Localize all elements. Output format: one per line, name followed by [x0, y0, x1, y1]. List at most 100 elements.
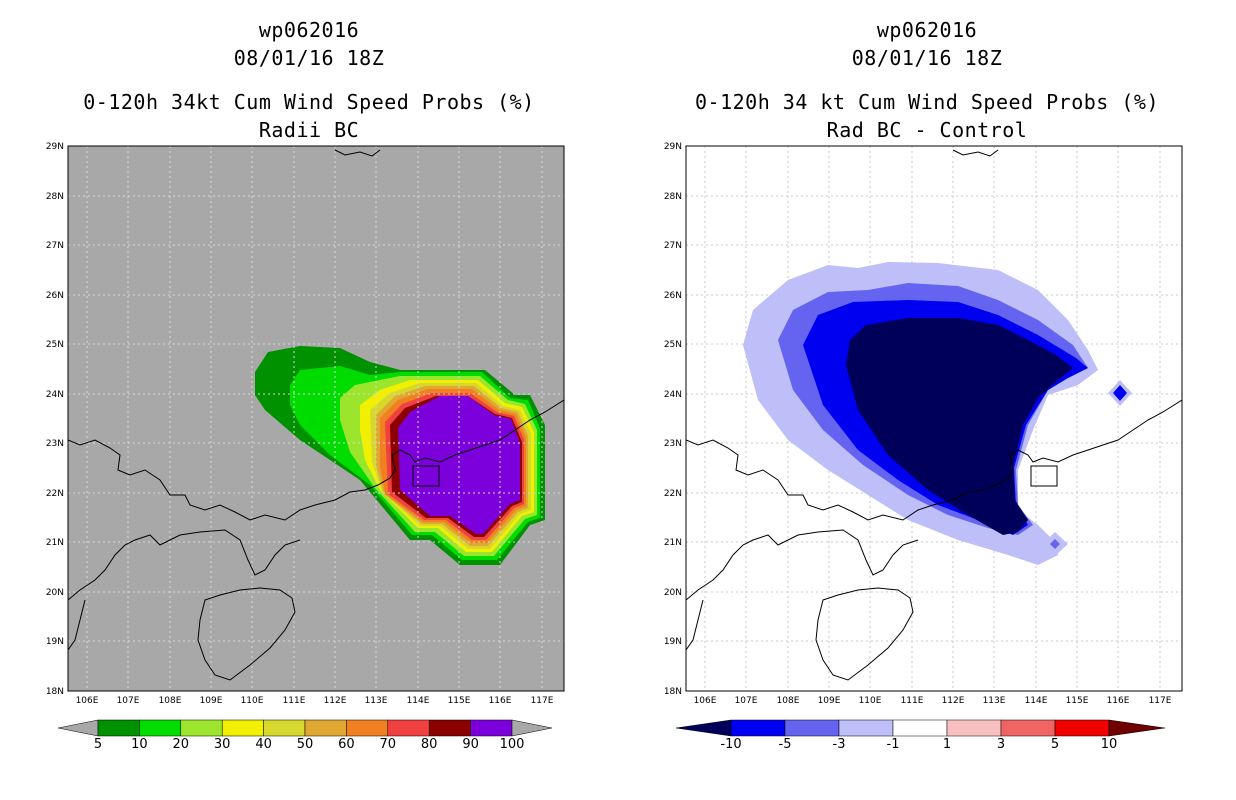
left-cbar-label: 40 [255, 737, 272, 752]
svg-text:108E: 108E [159, 696, 182, 706]
svg-text:110E: 110E [241, 696, 264, 706]
svg-text:117E: 117E [1149, 696, 1172, 706]
svg-text:24N: 24N [46, 390, 64, 400]
svg-text:115E: 115E [1066, 696, 1089, 706]
right-colorbar-swatch [730, 719, 786, 737]
right-subtitle: Rad BC - Control [826, 118, 1028, 142]
right-lon-labels: 106E 107E 108E 109E 110E 111E 112E 113E … [694, 696, 1172, 706]
left-colorbar-swatch [387, 719, 430, 737]
left-lon-labels: 106E 107E 108E 109E 110E 111E 112E 113E … [76, 696, 554, 706]
svg-text:117E: 117E [531, 696, 554, 706]
left-map-panel: wp062016 08/01/16 18Z 0-120h 34kt Cum Wi… [46, 18, 565, 752]
right-cbar-label: -5 [778, 737, 792, 752]
right-colorbar-swatch [1054, 719, 1110, 737]
diff-blob-east-core [1113, 385, 1127, 401]
left-datetime: 08/01/16 18Z [233, 46, 385, 70]
svg-text:107E: 107E [735, 696, 758, 706]
svg-text:23N: 23N [46, 439, 64, 449]
right-colorbar-over-arrow [1108, 719, 1166, 737]
right-cbar-label: -10 [720, 737, 742, 752]
svg-text:114E: 114E [1025, 696, 1048, 706]
svg-text:110E: 110E [859, 696, 882, 706]
svg-text:28N: 28N [664, 192, 682, 202]
left-lat-labels: 29N 28N 27N 26N 25N 24N 23N 22N 21N 20N … [46, 142, 64, 697]
left-colorbar-under-arrow [57, 719, 99, 737]
right-colorbar-swatch [784, 719, 840, 737]
svg-text:21N: 21N [46, 538, 64, 548]
svg-text:116E: 116E [1107, 696, 1130, 706]
svg-text:26N: 26N [46, 291, 64, 301]
svg-text:111E: 111E [901, 696, 924, 706]
left-gridlines [68, 146, 564, 691]
left-colorbar-swatch [428, 719, 471, 737]
svg-text:29N: 29N [46, 142, 64, 152]
svg-text:22N: 22N [664, 489, 682, 499]
svg-text:19N: 19N [46, 637, 64, 647]
left-cbar-label: 20 [172, 737, 190, 752]
right-cbar-label: 1 [942, 737, 952, 752]
svg-text:112E: 112E [942, 696, 965, 706]
svg-text:114E: 114E [407, 696, 430, 706]
left-map: 29N 28N 27N 26N 25N 24N 23N 22N 21N 20N … [46, 142, 565, 706]
left-colorbar-swatch [139, 719, 182, 737]
svg-text:20N: 20N [46, 588, 64, 598]
svg-text:109E: 109E [200, 696, 223, 706]
right-datetime: 08/01/16 18Z [851, 46, 1003, 70]
svg-text:106E: 106E [694, 696, 717, 706]
right-map-panel: wp062016 08/01/16 18Z 0-120h 34 kt Cum W… [618, 0, 1236, 800]
svg-text:112E: 112E [324, 696, 347, 706]
right-map-frame [685, 145, 1183, 692]
svg-text:107E: 107E [117, 696, 140, 706]
left-cbar-label: 50 [296, 737, 314, 752]
svg-text:113E: 113E [983, 696, 1006, 706]
svg-text:21N: 21N [664, 538, 682, 548]
svg-text:29N: 29N [664, 142, 682, 152]
right-colorbar-swatch [946, 719, 1002, 737]
left-cbar-label: 10 [131, 737, 148, 752]
svg-text:28N: 28N [46, 192, 64, 202]
right-colorbar-swatch [892, 719, 948, 737]
svg-text:25N: 25N [664, 340, 682, 350]
svg-text:116E: 116E [489, 696, 512, 706]
left-coastlines [68, 149, 564, 681]
left-colorbar-over-arrow [511, 719, 553, 737]
right-map: 29N 28N 27N 26N 25N 24N 23N 22N 21N 20N … [664, 142, 1183, 706]
left-storm-id: wp062016 [258, 18, 360, 42]
left-product-title: 0-120h 34kt Cum Wind Speed Probs (%) [83, 90, 535, 114]
svg-text:22N: 22N [46, 489, 64, 499]
svg-text:19N: 19N [664, 637, 682, 647]
right-cbar-label: -1 [886, 737, 900, 752]
right-cbar-label: -3 [832, 737, 846, 752]
right-colorbar-swatch [838, 719, 894, 737]
svg-text:27N: 27N [46, 241, 64, 251]
svg-text:20N: 20N [664, 588, 682, 598]
left-colorbar-swatch [346, 719, 389, 737]
left-colorbar-swatch [263, 719, 306, 737]
right-coastlines [686, 149, 1182, 681]
svg-text:27N: 27N [664, 241, 682, 251]
right-gridlines [686, 146, 1182, 691]
svg-text:109E: 109E [818, 696, 841, 706]
svg-text:24N: 24N [664, 390, 682, 400]
diff-contour-minus10 [846, 318, 1073, 535]
left-cbar-label: 80 [420, 737, 438, 752]
right-difference-field [743, 262, 1132, 565]
left-map-frame [67, 145, 565, 692]
svg-text:18N: 18N [46, 687, 64, 697]
left-colorbar-swatch [221, 719, 264, 737]
left-subtitle: Radii BC [258, 118, 360, 142]
left-cbar-label: 5 [93, 737, 103, 752]
svg-text:26N: 26N [664, 291, 682, 301]
svg-text:115E: 115E [448, 696, 471, 706]
left-colorbar-swatch [97, 719, 140, 737]
svg-text:108E: 108E [777, 696, 800, 706]
svg-text:113E: 113E [365, 696, 388, 706]
left-cbar-label: 90 [462, 737, 479, 752]
right-cbar-label: 10 [1100, 737, 1118, 752]
svg-text:18N: 18N [664, 687, 682, 697]
left-cbar-label: 70 [379, 737, 397, 752]
diff-blob-south-core [1050, 539, 1060, 549]
svg-text:25N: 25N [46, 340, 64, 350]
left-colorbar-swatch [304, 719, 347, 737]
left-colorbar [57, 719, 553, 737]
